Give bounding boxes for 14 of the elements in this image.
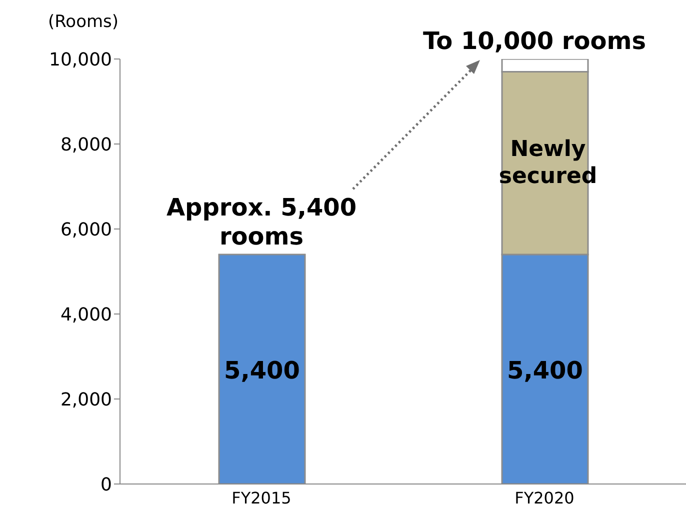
y-axis-title: (Rooms): [48, 12, 119, 32]
annotation: Approx. 5,400 rooms: [166, 194, 357, 250]
y-tick-label: 10,000: [49, 49, 112, 70]
annotation: Newly secured: [498, 136, 598, 190]
y-tick-label: 8,000: [60, 134, 112, 156]
x-tick-label: FY2020: [514, 488, 574, 508]
y-tick-label: 2,000: [60, 389, 112, 410]
data-label: 5,400: [507, 356, 583, 384]
y-tick-label: 4,000: [60, 304, 112, 326]
annotation: To 10,000 rooms: [422, 27, 646, 55]
y-tick-label: 0: [100, 474, 112, 496]
y-tick-label: 6,000: [60, 219, 112, 240]
x-tick-label: FY2015: [232, 488, 292, 508]
data-label: 5,400: [224, 356, 300, 384]
